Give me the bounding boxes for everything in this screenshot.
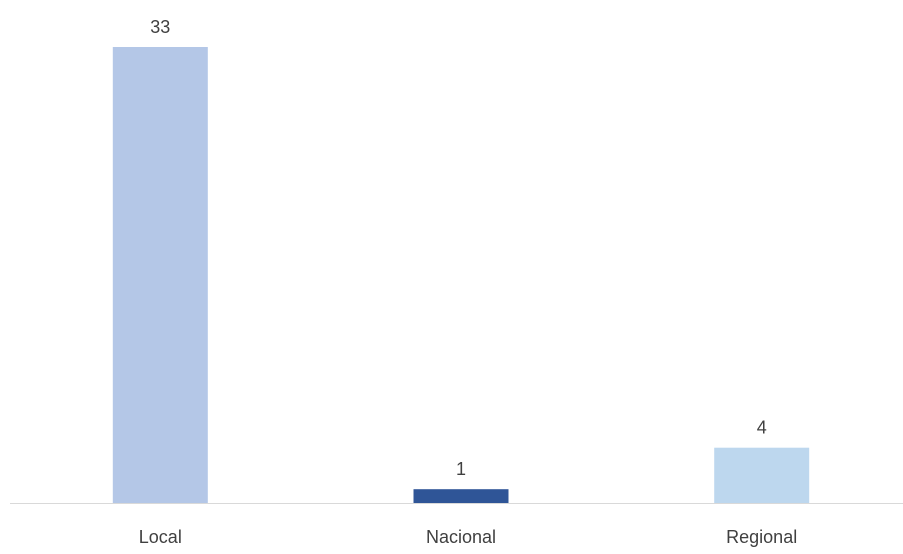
data-label-regional: 4 [757, 418, 767, 438]
bar-local [112, 47, 208, 503]
data-label-local: 33 [150, 17, 170, 37]
category-label-local: Local [139, 527, 182, 547]
bar-nacional [413, 489, 509, 503]
data-label-nacional: 1 [456, 459, 466, 479]
bar-regional [714, 447, 810, 503]
bars-layer [112, 47, 810, 503]
category-label-nacional: Nacional [426, 527, 496, 547]
category-labels-layer: Local Nacional Regional [139, 527, 797, 547]
category-label-regional: Regional [726, 527, 797, 547]
data-labels-layer: 33 1 4 [150, 17, 766, 479]
